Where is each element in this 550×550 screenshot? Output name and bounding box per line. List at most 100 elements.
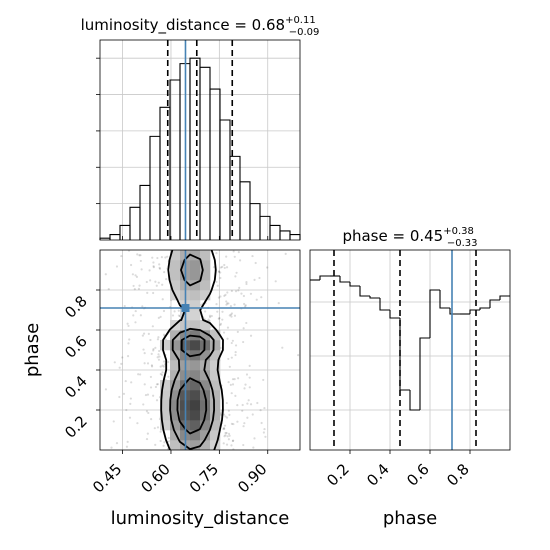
sample-point [110,446,113,449]
sample-point [107,287,110,291]
sample-point [251,254,254,258]
density-cell [210,420,221,431]
histogram-bin [429,289,440,338]
density-cell [160,410,171,421]
sample-point [118,395,121,399]
sample-point [258,276,261,280]
density-cell [160,390,171,401]
sample-point [237,289,240,292]
sample-point [218,316,221,320]
sample-point [252,446,255,449]
sample-point [229,304,233,308]
sample-point [143,352,146,355]
sample-point [244,383,247,386]
sample-point [167,360,170,364]
sample-point [126,440,129,443]
sample-point [145,410,149,413]
sample-point [150,365,154,368]
sample-point [221,310,224,313]
sample-point [262,431,265,434]
title-upper-error: +0.38 [443,226,474,237]
density-cell [190,260,201,271]
sample-point [217,270,221,273]
sample-point [150,364,154,367]
sample-point [228,365,231,368]
sample-point [233,314,237,317]
sample-point [157,316,160,319]
sample-point [156,426,160,429]
sample-point [163,271,166,274]
sample-point [128,416,132,419]
sample-point [158,349,161,353]
sample-point [281,346,284,349]
sample-point [141,334,144,337]
density-cell [170,360,181,371]
sample-point [167,375,170,378]
sample-point [228,314,231,317]
sample-point [274,280,277,283]
density-cell [170,400,181,411]
sample-point [226,326,230,329]
sample-point [234,290,238,293]
sample-point [224,293,227,296]
sample-point [177,309,180,312]
sample-point [166,255,169,258]
density-cell [190,280,201,291]
sample-point [131,273,134,276]
sample-point [242,340,245,344]
density-cell [190,420,201,431]
sample-point [146,291,149,295]
sample-point [227,438,230,441]
sample-point [144,393,148,397]
sample-point [249,403,253,406]
sample-point [139,373,142,376]
sample-point [243,302,246,306]
sample-point [227,432,231,435]
sample-point [233,255,236,258]
sample-point [115,442,119,445]
sample-point [158,266,161,269]
sample-point [237,377,240,380]
density-cell [210,380,221,391]
density-cell [200,260,211,271]
sample-point [123,304,126,308]
sample-point [204,310,207,313]
sample-point [231,339,234,342]
sample-point [154,346,157,349]
sample-point [142,403,145,406]
sample-point [208,314,211,317]
sample-point [223,435,226,438]
sample-point [264,435,267,438]
plot-frame [309,249,511,451]
density-cell [190,270,201,281]
sample-point [146,432,149,435]
sample-point [221,265,224,268]
sample-point [124,379,127,383]
sample-point [229,383,232,386]
sample-point [230,356,233,359]
title-text: luminosity_distance = 0.68 [81,16,285,35]
sample-point [140,268,143,271]
sample-point [133,288,136,291]
density-cell [200,350,211,361]
sample-point [245,321,248,325]
plot-frame [99,39,301,241]
density-cell [190,430,201,441]
sample-point [225,431,228,435]
sample-point [132,314,135,317]
density-cell [170,330,181,341]
sample-point [171,314,175,317]
sample-point [141,305,144,308]
sample-point [130,381,133,384]
sample-point [149,386,153,389]
histogram-bin [489,299,500,308]
sample-point [234,351,237,354]
sample-point [245,373,249,376]
sample-point [226,337,229,340]
quantile-lines [166,40,234,240]
sample-point [153,427,156,430]
density-cell [170,430,181,441]
density-cell [210,390,221,401]
density-cell [190,340,201,351]
